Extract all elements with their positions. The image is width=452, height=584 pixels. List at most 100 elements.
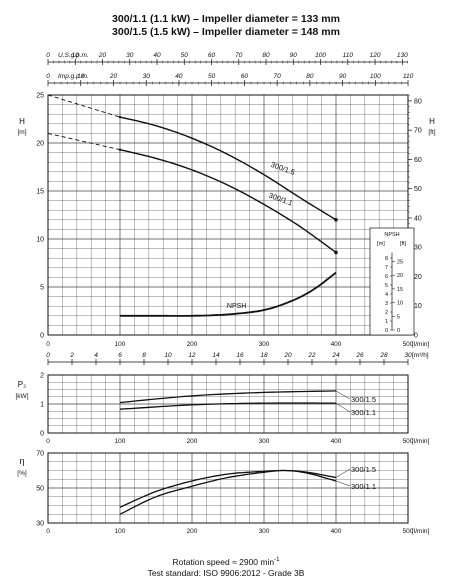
npsh-scale-label-ft: 5 xyxy=(397,314,400,320)
npsh-scale-label-m: 2 xyxy=(385,310,388,316)
tick-label-head-ft: 30 xyxy=(414,245,422,252)
head-panel-frame xyxy=(47,94,409,336)
tick-label-us-gpm: 20 xyxy=(98,52,107,59)
tick-label-flow-m3h: 2 xyxy=(69,352,74,359)
efficiency-series-label-300-1.5: 300/1.5 xyxy=(351,465,376,474)
tick-label-efficiency: 50 xyxy=(36,486,44,493)
efficiency-series-leader xyxy=(335,468,351,478)
npsh-scale-label-ft: 20 xyxy=(397,273,403,279)
tick-label-efficiency: 30 xyxy=(36,521,44,528)
tick-label-flow-lpm: 200 xyxy=(187,341,198,348)
npsh-scale-label-m: 6 xyxy=(385,274,388,280)
tick-label-head-m: 10 xyxy=(36,237,44,244)
tick-label-efficiency-flow: 0 xyxy=(46,528,50,535)
series-end-point xyxy=(334,250,338,255)
axis-label-head-left: H xyxy=(19,117,25,126)
series-line-300-1.1 xyxy=(119,149,337,253)
tick-label-flow-m3h: 0 xyxy=(46,352,50,359)
axis-label-us-gpm: U.S.g.p.m. xyxy=(58,52,89,59)
tick-label-flow-lpm: 300 xyxy=(259,341,270,348)
tick-label-power-flow: 400 xyxy=(331,438,342,445)
series-label-300-1.1: 300/1.1 xyxy=(267,191,294,208)
tick-label-head-m: 5 xyxy=(40,285,44,292)
series-label-300-1.5: 300/1.5 xyxy=(270,160,297,177)
tick-label-flow-m3h: 28 xyxy=(379,352,388,359)
tick-label-flow-m3h: 6 xyxy=(118,352,122,359)
tick-label-head-ft: 20 xyxy=(414,274,422,281)
tick-label-head-m: 20 xyxy=(36,141,44,148)
tick-label-imp-gpm: 0 xyxy=(46,73,50,80)
axis-label-power-flow: [l/min] xyxy=(412,438,430,445)
tick-label-us-gpm: 100 xyxy=(315,52,326,59)
efficiency-series-line-300-1.1 xyxy=(119,469,337,515)
npsh-scale-label-ft: 25 xyxy=(397,259,403,265)
tick-label-flow-m3h: 26 xyxy=(355,352,364,359)
tick-label-efficiency-flow: 100 xyxy=(115,528,126,535)
tick-label-head-ft: 0 xyxy=(414,333,418,340)
test-standard-note: Test standard: ISO 9906:2012 - Grade 3B xyxy=(147,568,305,578)
tick-label-efficiency-flow: 400 xyxy=(331,528,342,535)
tick-label-imp-gpm: 40 xyxy=(175,73,183,80)
tick-label-efficiency: 70 xyxy=(36,451,44,458)
tick-label-flow-m3h: 10 xyxy=(164,352,172,359)
npsh-scale-label-m: 4 xyxy=(385,292,388,298)
axis-unit-efficiency: [%] xyxy=(17,470,27,477)
axis-label-efficiency-flow: [l/min] xyxy=(412,528,430,535)
npsh-scale-label-m: 0 xyxy=(385,328,388,334)
tick-label-power-flow: 300 xyxy=(259,438,270,445)
npsh-scale-label-ft: 0 xyxy=(397,328,400,334)
power-series-line-300-1.5 xyxy=(119,390,337,404)
series-start-point xyxy=(118,148,122,151)
series-line-npsh xyxy=(120,271,337,317)
tick-label-power-flow: 500 xyxy=(403,438,414,445)
tick-label-flow-m3h: 16 xyxy=(236,352,244,359)
tick-label-flow-m3h: 18 xyxy=(260,352,268,359)
tick-label-us-gpm: 40 xyxy=(153,52,161,59)
tick-label-head-ft: 70 xyxy=(414,128,422,135)
tick-label-us-gpm: 50 xyxy=(181,52,189,59)
tick-label-flow-lpm: 0 xyxy=(46,341,50,348)
tick-label-us-gpm: 90 xyxy=(290,52,298,59)
tick-label-flow-m3h: 22 xyxy=(307,352,316,359)
tick-label-imp-gpm: 70 xyxy=(274,73,282,80)
axis-label-efficiency: η xyxy=(19,456,24,466)
series-line-300-1.5 xyxy=(119,116,337,221)
tick-label-imp-gpm: 10 xyxy=(77,73,85,80)
chart-title-line-2: 300/1.5 (1.5 kW) – Impeller diameter = 1… xyxy=(112,26,340,38)
tick-label-head-ft: 50 xyxy=(414,186,422,193)
tick-label-power-flow: 100 xyxy=(115,438,126,445)
axis-unit-head-right: [ft] xyxy=(428,129,435,136)
tick-label-imp-gpm: 110 xyxy=(403,73,414,80)
tick-label-us-gpm: 80 xyxy=(262,52,270,59)
power-series-line-300-1.1 xyxy=(119,402,336,410)
tick-label-flow-lpm: 500 xyxy=(403,341,414,348)
power-series-label-300-1.1: 300/1.1 xyxy=(351,408,376,417)
npsh-scale-label-m: 7 xyxy=(385,265,388,271)
tick-label-flow-m3h: 30 xyxy=(404,352,412,359)
npsh-scale-unit-m: [m] xyxy=(377,241,385,247)
tick-label-head-ft: 10 xyxy=(414,303,422,310)
tick-label-flow-lpm: 100 xyxy=(115,341,126,348)
tick-label-flow-lpm: 400 xyxy=(331,341,342,348)
axis-unit-power: [kW] xyxy=(16,393,29,400)
tick-label-imp-gpm: 80 xyxy=(306,73,314,80)
tick-label-us-gpm: 70 xyxy=(235,52,243,59)
tick-label-efficiency-flow: 200 xyxy=(187,528,198,535)
axis-label-power: P₂ xyxy=(18,380,26,389)
tick-label-imp-gpm: 20 xyxy=(109,73,118,80)
tick-label-flow-m3h: 12 xyxy=(188,352,196,359)
tick-label-flow-m3h: 4 xyxy=(94,352,98,359)
tick-label-imp-gpm: 50 xyxy=(208,73,216,80)
axis-unit-head-left: [m] xyxy=(17,129,26,136)
tick-label-imp-gpm: 100 xyxy=(370,73,381,80)
power-series-leader xyxy=(335,402,351,413)
tick-label-flow-m3h: 8 xyxy=(142,352,146,359)
chart-title-line-1: 300/1.1 (1.1 kW) – Impeller diameter = 1… xyxy=(112,13,340,25)
efficiency-series-leader xyxy=(335,480,351,487)
npsh-scale-label-m: 3 xyxy=(385,301,388,307)
tick-label-flow-m3h: 14 xyxy=(212,352,220,359)
tick-label-flow-m3h: 20 xyxy=(283,352,292,359)
tick-label-imp-gpm: 90 xyxy=(339,73,347,80)
npsh-scale-title: NPSH xyxy=(384,232,399,238)
